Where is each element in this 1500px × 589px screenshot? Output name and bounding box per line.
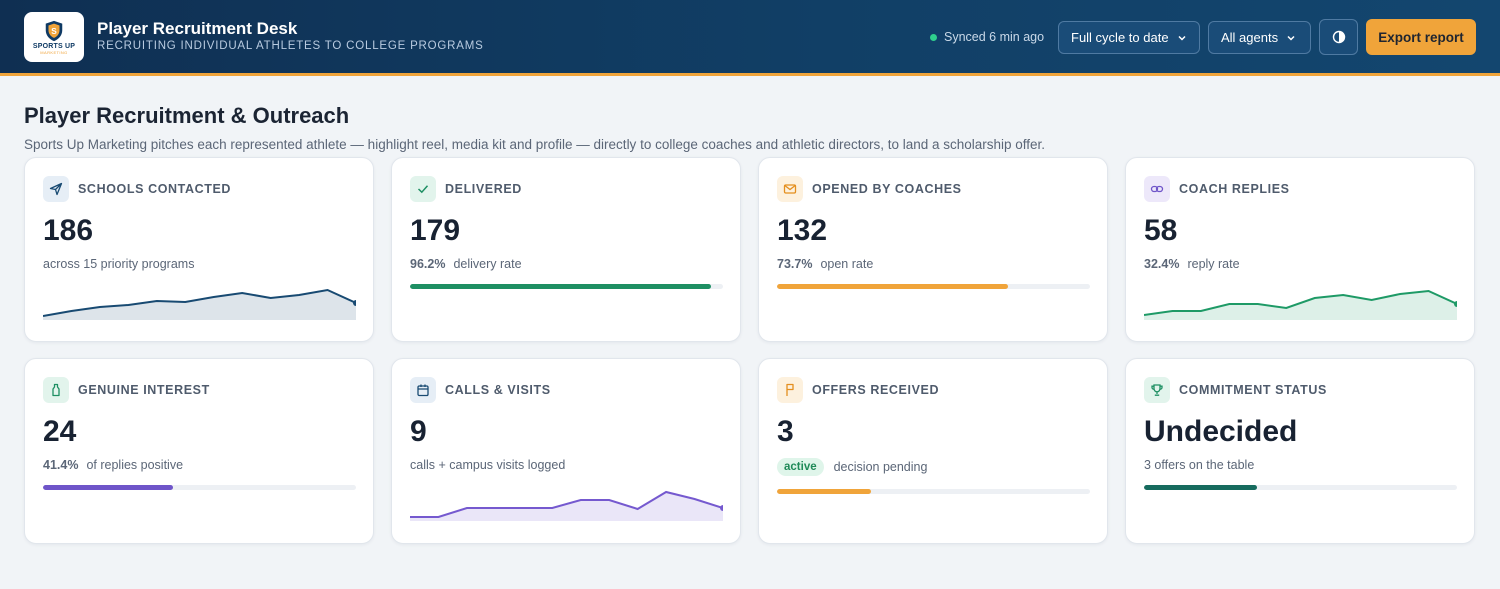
- svg-text:S: S: [51, 26, 57, 35]
- card-percentage: 73.7%: [777, 257, 813, 271]
- brand-logo[interactable]: S SPORTS UP MARKETING: [24, 12, 84, 62]
- card-subtext: of replies positive: [86, 458, 184, 472]
- flag-icon: [777, 377, 803, 403]
- agent-select[interactable]: All agents: [1208, 21, 1311, 54]
- page-title: Player Recruitment & Outreach: [24, 103, 350, 128]
- kpi-card-schools-contacted: SCHOOLS CONTACTED 186 across 15 priority…: [24, 157, 374, 342]
- shield-logo-icon: S: [45, 20, 63, 41]
- check-icon: [410, 176, 436, 202]
- sync-status-text: Synced 6 min ago: [944, 30, 1045, 44]
- app-subtitle: RECRUITING INDIVIDUAL ATHLETES TO COLLEG…: [97, 40, 484, 52]
- chevron-down-icon: [1287, 35, 1295, 41]
- card-subtext: across 15 priority programs: [43, 257, 195, 271]
- card-value: 9: [410, 415, 427, 448]
- logo-text: SPORTS UP: [32, 42, 76, 50]
- card-label: COMMITMENT STATUS: [1179, 383, 1327, 397]
- card-subtext: reply rate: [1187, 257, 1240, 271]
- progress-bar-genuine-interest: [43, 485, 356, 490]
- card-label: GENUINE INTEREST: [78, 383, 210, 397]
- kpi-card-commitment-status: COMMITMENT STATUS Undecided 3 offers on …: [1125, 358, 1475, 544]
- card-subtext: open rate: [820, 257, 874, 271]
- card-value: 179: [410, 214, 461, 247]
- sparkline-area: [43, 290, 356, 320]
- card-label: DELIVERED: [445, 182, 522, 196]
- sparkline-line: [43, 288, 356, 317]
- kpi-card-offers-received: OFFERS RECEIVED 3 active decision pendin…: [758, 358, 1108, 544]
- sparkline-line: [410, 490, 723, 518]
- period-select[interactable]: Full cycle to date: [1058, 21, 1200, 54]
- calendar-icon: [410, 377, 436, 403]
- progress-bar-delivered: [410, 284, 723, 289]
- card-label: OFFERS RECEIVED: [812, 383, 940, 397]
- kpi-card-genuine-interest: GENUINE INTEREST 24 41.4% of replies pos…: [24, 358, 374, 544]
- card-label: CALLS & VISITS: [445, 383, 551, 397]
- card-value: 24: [43, 415, 77, 448]
- bottle-icon: [43, 377, 69, 403]
- card-percentage: 41.4%: [43, 458, 79, 472]
- card-percentage: 32.4%: [1144, 257, 1180, 271]
- sync-dot-icon: [930, 33, 937, 41]
- card-label: OPENED BY COACHES: [812, 182, 962, 196]
- progress-bar-opened: [777, 284, 1090, 289]
- theme-toggle-button[interactable]: [1319, 19, 1358, 55]
- logo-subtext: MARKETING: [40, 49, 68, 55]
- progress-bar-offers: [777, 489, 1090, 494]
- mail-icon: [777, 176, 803, 202]
- status-badge: active: [777, 458, 824, 476]
- card-subtext: calls + campus visits logged: [410, 458, 566, 472]
- agent-select-value: All agents: [1221, 30, 1279, 45]
- contrast-icon: [1332, 30, 1345, 44]
- kpi-card-delivered: DELIVERED 179 96.2% delivery rate: [391, 157, 741, 342]
- sync-status: Synced 6 min ago: [930, 30, 1044, 44]
- sparkline-area: [410, 492, 723, 521]
- page-description: Sports Up Marketing pitches each represe…: [24, 137, 1046, 152]
- sparkline-area: [1144, 291, 1457, 320]
- progress-bar-commitment: [1144, 485, 1457, 490]
- kpi-card-coach-replies: COACH REPLIES 58 32.4% reply rate: [1125, 157, 1475, 342]
- card-value: Undecided: [1144, 415, 1298, 448]
- sparkline-endpoint: [720, 505, 723, 511]
- sparkline-endpoint: [1454, 301, 1457, 307]
- card-percentage: 96.2%: [410, 257, 446, 271]
- chevron-down-icon: [1178, 35, 1186, 41]
- link-icon: [1144, 176, 1170, 202]
- sparkline-coach-replies: [1144, 289, 1457, 320]
- sparkline-endpoint: [353, 300, 356, 306]
- sparkline-calls-visits: [410, 490, 723, 521]
- card-label: COACH REPLIES: [1179, 182, 1290, 196]
- send-icon: [43, 176, 69, 202]
- sparkline-schools-contacted: [43, 288, 356, 320]
- export-report-button[interactable]: Export report: [1366, 19, 1476, 55]
- app-title: Player Recruitment Desk: [97, 19, 298, 38]
- card-subtext: delivery rate: [453, 257, 522, 271]
- trophy-icon: [1144, 377, 1170, 403]
- sparkline-line: [1144, 289, 1457, 316]
- card-subtext: decision pending: [833, 460, 928, 474]
- card-value: 58: [1144, 214, 1178, 247]
- card-value: 3: [777, 415, 794, 448]
- top-bar: S SPORTS UP MARKETING Player Recruitment…: [0, 0, 1500, 76]
- card-subtext: 3 offers on the table: [1144, 458, 1255, 472]
- card-label: SCHOOLS CONTACTED: [78, 182, 232, 196]
- kpi-card-opened-by-coaches: OPENED BY COACHES 132 73.7% open rate: [758, 157, 1108, 342]
- card-value: 186: [43, 214, 94, 247]
- card-value: 132: [777, 214, 828, 247]
- period-select-value: Full cycle to date: [1071, 30, 1169, 45]
- kpi-card-calls-visits: CALLS & VISITS 9 calls + campus visits l…: [391, 358, 741, 544]
